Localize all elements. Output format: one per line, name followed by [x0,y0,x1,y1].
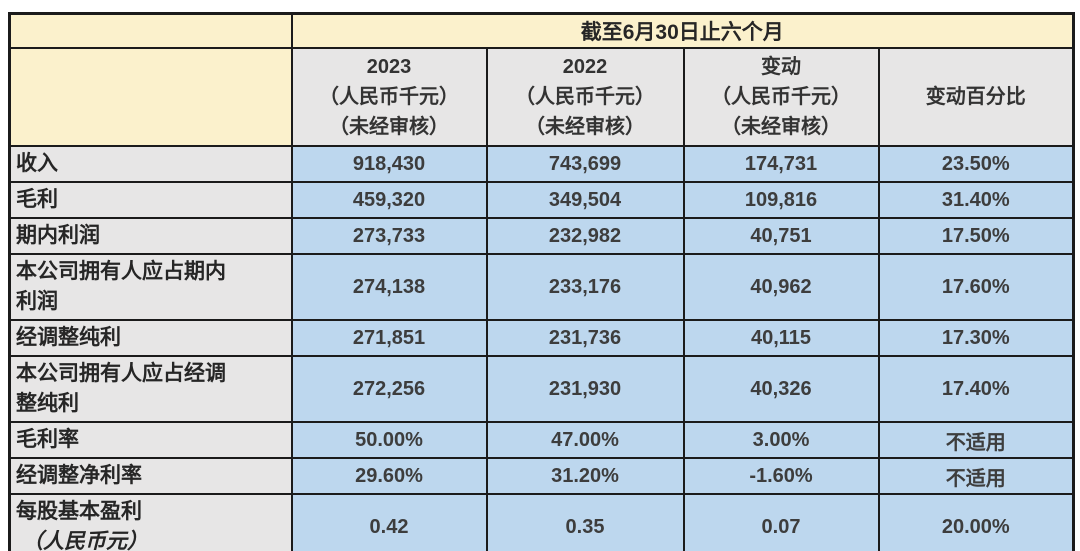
column-header-line: （未经审核） [329,116,449,138]
data-cell: 17.40% [877,355,1075,423]
row-label: 期内利润 [8,217,293,255]
data-cell: 233,176 [485,253,685,321]
row-label: 收入 [8,145,293,183]
data-cell: 40,751 [682,217,880,255]
corner-cell [8,47,293,147]
data-cell: 743,699 [485,145,685,183]
data-cell: 3.00% [682,421,880,459]
data-cell: 31.40% [877,181,1075,219]
table-row-adjusted-net-profit: 经调整纯利 271,851 231,736 40,115 17.30% [8,319,1075,357]
row-label: 经调整纯利 [8,319,293,357]
data-cell: 40,115 [682,319,880,357]
table-row-owners-period-profit: 本公司拥有人应占期内 利润 274,138 233,176 40,962 17.… [8,253,1075,321]
column-header-2022: 2022 （人民币千元） （未经审核） [485,47,685,147]
row-label: 本公司拥有人应占经调 整纯利 [8,355,293,423]
table-row-period-profit: 期内利润 273,733 232,982 40,751 17.50% [8,217,1075,255]
data-cell: 0.35 [485,493,685,551]
period-header-row: 截至6月30日止六个月 [8,12,1075,49]
column-header-row: 2023 （人民币千元） （未经审核） 2022 （人民币千元） （未经审核） … [8,47,1075,147]
column-header-change-pct: 变动百分比 [877,47,1075,147]
data-cell: 不适用 [877,457,1075,495]
data-cell: 231,930 [485,355,685,423]
table-row-basic-eps: 每股基本盈利 （人民币元） 0.42 0.35 0.07 20.00% [8,493,1075,551]
column-header-line: 2023 [366,56,412,78]
data-cell: 40,326 [682,355,880,423]
period-header: 截至6月30日止六个月 [290,12,1075,49]
data-cell: 0.42 [290,493,488,551]
data-cell: 17.30% [877,319,1075,357]
column-header-change: 变动 （人民币千元） （未经审核） [682,47,880,147]
table-row-owners-adjusted-net-profit: 本公司拥有人应占经调 整纯利 272,256 231,930 40,326 17… [8,355,1075,423]
data-cell: 17.50% [877,217,1075,255]
data-cell: 272,256 [290,355,488,423]
column-header-2023: 2023 （人民币千元） （未经审核） [290,47,488,147]
data-cell: -1.60% [682,457,880,495]
data-cell: 31.20% [485,457,685,495]
row-sublabel: （人民币元） [22,530,148,551]
row-label: 毛利率 [8,421,293,459]
data-cell: 不适用 [877,421,1075,459]
data-cell: 271,851 [290,319,488,357]
column-header-line: 2022 [562,56,608,78]
corner-cell [8,12,293,49]
column-header-line: （人民币千元） [515,86,655,108]
data-cell: 0.07 [682,493,880,551]
column-header-line: （未经审核） [525,116,645,138]
table-row-adjusted-net-margin: 经调整净利率 29.60% 31.20% -1.60% 不适用 [8,457,1075,495]
row-label: 经调整净利率 [8,457,293,495]
data-cell: 174,731 [682,145,880,183]
row-label: 毛利 [8,181,293,219]
data-cell: 17.60% [877,253,1075,321]
column-header-line: （人民币千元） [711,86,851,108]
data-cell: 40,962 [682,253,880,321]
data-cell: 274,138 [290,253,488,321]
table-row-gross-profit: 毛利 459,320 349,504 109,816 31.40% [8,181,1075,219]
data-cell: 23.50% [877,145,1075,183]
data-cell: 109,816 [682,181,880,219]
data-cell: 50.00% [290,421,488,459]
financial-summary-table: 截至6月30日止六个月 2023 （人民币千元） （未经审核） 2022 （人民… [8,12,1076,551]
data-cell: 231,736 [485,319,685,357]
column-header-line: （人民币千元） [319,86,459,108]
row-label: 本公司拥有人应占期内 利润 [8,253,293,321]
data-cell: 273,733 [290,217,488,255]
table-row-revenue: 收入 918,430 743,699 174,731 23.50% [8,145,1075,183]
data-cell: 20.00% [877,493,1075,551]
table-row-gross-margin: 毛利率 50.00% 47.00% 3.00% 不适用 [8,421,1075,459]
row-label: 每股基本盈利 （人民币元） [8,493,293,551]
data-cell: 459,320 [290,181,488,219]
column-header-line: （未经审核） [721,116,841,138]
column-header-line: 变动 [761,56,801,78]
data-cell: 918,430 [290,145,488,183]
data-cell: 349,504 [485,181,685,219]
data-cell: 232,982 [485,217,685,255]
data-cell: 29.60% [290,457,488,495]
data-cell: 47.00% [485,421,685,459]
